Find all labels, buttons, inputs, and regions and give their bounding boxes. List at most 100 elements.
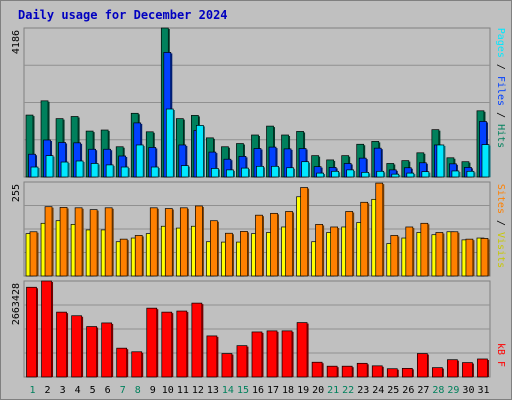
kbytes-bar-shadow: [352, 367, 354, 377]
files-bar-shadow: [260, 149, 263, 177]
sites-bar-shadow: [247, 232, 249, 276]
kbytes-bar-shadow: [96, 327, 99, 377]
legend-sites-visits-entry: Sites: [495, 184, 506, 214]
pages-bar: [75, 160, 84, 178]
sites-bar-shadow: [487, 239, 490, 276]
sites-bar: [104, 207, 113, 277]
kbytes-bar: [131, 351, 143, 378]
sites-bar-shadow: [412, 227, 415, 276]
pages-bar: [421, 171, 430, 178]
pages-bar-shadow: [383, 172, 386, 177]
kbytes-bar: [432, 367, 443, 378]
kbytes-bar-shadow: [66, 313, 69, 377]
pages-bar-shadow: [38, 168, 40, 177]
pages-bar: [180, 165, 189, 178]
sites-bar: [59, 207, 68, 277]
sites-bar: [255, 214, 263, 277]
sites-bar: [270, 212, 278, 277]
legend-pages-files-hits-entry: Pages: [495, 28, 506, 58]
kbytes-bar: [477, 358, 488, 378]
sites-bar: [345, 211, 354, 277]
sites-bar-shadow: [322, 225, 325, 276]
sites-bar-shadow: [262, 216, 264, 276]
pages-bar: [211, 168, 219, 178]
kbytes-bar: [447, 359, 458, 378]
pages-bar: [466, 170, 475, 178]
day-label: 25: [387, 385, 399, 396]
pages-bar-shadow: [113, 165, 115, 177]
day-label: 26: [402, 385, 414, 396]
kbytes-bar: [356, 362, 368, 378]
day-label: 24: [372, 385, 384, 396]
kbytes-bar-shadow: [292, 331, 294, 377]
pages-bar: [196, 125, 204, 178]
kbytes-bar-shadow: [201, 304, 204, 377]
pages-bar-shadow: [128, 168, 130, 177]
pages-bar-shadow: [428, 172, 431, 177]
pages-bar: [271, 165, 279, 178]
kbytes-bar: [86, 326, 97, 378]
pages-bar-shadow: [413, 174, 416, 177]
sites-bar-shadow: [382, 184, 385, 276]
sites-bar: [149, 207, 158, 277]
kbytes-bar: [41, 280, 52, 378]
kbytes-bar: [71, 315, 82, 378]
day-label: 29: [447, 385, 459, 396]
day-label: 19: [297, 385, 309, 396]
day-label: 10: [162, 385, 174, 396]
files-bar-shadow: [276, 148, 278, 177]
sites-bar-shadow: [232, 234, 234, 276]
day-label: 23: [357, 385, 369, 396]
pages-bar: [60, 161, 69, 178]
pages-bar-shadow: [158, 168, 160, 177]
kbytes-bar: [56, 311, 67, 378]
pages-bar: [361, 172, 370, 178]
hits-bar-shadow: [48, 101, 50, 177]
files-bar-shadow: [291, 149, 293, 177]
pages-bar: [256, 165, 264, 178]
day-label: 2: [45, 385, 51, 396]
pages-bar: [301, 161, 309, 178]
pages-bar: [331, 170, 339, 178]
pages-bar: [30, 166, 39, 178]
kbytes-bar-shadow: [171, 313, 174, 377]
sites-bar-shadow: [352, 212, 355, 276]
sites-bar: [74, 207, 83, 277]
files-bar-shadow: [35, 155, 37, 177]
legend-sites-visits: Sites / Visits: [495, 184, 506, 268]
sites-bar-shadow: [112, 208, 114, 276]
legend-pages-files-hits-entry: Hits: [495, 124, 506, 148]
sites-bar: [29, 231, 38, 277]
pages-bar-shadow: [143, 145, 145, 177]
kbytes-bar: [326, 365, 338, 378]
kbytes-bar: [206, 335, 218, 378]
day-label: 8: [135, 385, 141, 396]
legend-kbytes: kB F: [495, 343, 506, 367]
pages-bar-shadow: [308, 162, 311, 177]
legend-sites-visits-separator: /: [495, 214, 506, 232]
kbytes-bar-shadow: [487, 359, 489, 377]
pages-bar-shadow: [203, 126, 205, 177]
day-label: 13: [207, 385, 219, 396]
kbytes-bar-shadow: [412, 369, 414, 377]
pages-bar-shadow: [293, 168, 296, 177]
kbytes-bar: [116, 347, 128, 378]
kbytes-bar-shadow: [367, 364, 369, 377]
kbytes-bar-shadow: [322, 363, 324, 377]
sites-bar: [134, 235, 143, 277]
kbytes-bar-shadow: [36, 288, 38, 377]
pages-bar: [120, 166, 129, 178]
day-label: 27: [417, 385, 429, 396]
kbytes-bar-shadow: [472, 363, 474, 377]
pages-bar-shadow: [473, 172, 476, 177]
sites-bar-shadow: [97, 210, 99, 276]
kbytes-bar-shadow: [427, 354, 429, 377]
kbytes-bar: [221, 353, 233, 378]
pages-bar-shadow: [233, 170, 235, 177]
files-bar-shadow: [110, 150, 113, 177]
kbytes-bar: [341, 365, 353, 378]
sites-bar: [450, 231, 459, 277]
panel-3-ymax-label: 2663428: [11, 283, 22, 325]
kbytes-bar: [311, 361, 323, 378]
pages-bar-shadow: [338, 172, 341, 177]
